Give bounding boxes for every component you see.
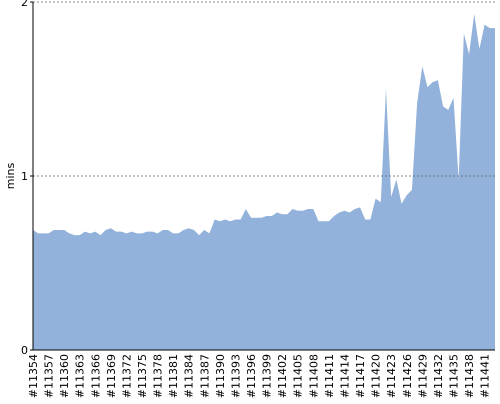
x-tick-label: #11378 xyxy=(152,354,165,398)
x-tick-label: #11375 xyxy=(136,354,149,398)
x-tick-label: #11372 xyxy=(120,354,133,398)
x-tick-label: #11393 xyxy=(229,354,242,398)
x-tick-label: #11396 xyxy=(245,354,258,398)
x-tick-label: #11363 xyxy=(74,354,87,398)
x-tick-label: #11426 xyxy=(401,354,414,398)
x-tick-label: #11357 xyxy=(43,354,56,398)
x-tick-label: #11390 xyxy=(214,354,227,398)
x-tick-label: #11432 xyxy=(432,354,445,398)
y-tick-label: 2 xyxy=(21,0,28,9)
x-tick-label: #11399 xyxy=(261,354,274,398)
x-tick-label: #11411 xyxy=(323,354,336,398)
x-tick-label: #11423 xyxy=(385,354,398,398)
x-tick-label: #11360 xyxy=(58,354,71,398)
x-tick-label: #11435 xyxy=(447,354,460,398)
x-tick-label: #11417 xyxy=(354,354,367,398)
area xyxy=(33,14,495,351)
x-tick-label: #11366 xyxy=(89,354,102,398)
x-tick-label: #11408 xyxy=(307,354,320,398)
x-tick-label: #11402 xyxy=(276,354,289,398)
x-tick-label: #11384 xyxy=(183,354,196,398)
y-axis-label: mins xyxy=(4,162,17,189)
x-tick-label: #11381 xyxy=(167,354,180,398)
x-tick-label: #11405 xyxy=(292,354,305,398)
x-tick-label: #11387 xyxy=(198,354,211,398)
x-tick-label: #11429 xyxy=(416,354,429,398)
x-tick-label: #11369 xyxy=(105,354,118,398)
x-tick-label: #11441 xyxy=(479,354,492,398)
x-tick-label: #11420 xyxy=(370,354,383,398)
y-tick-label: 0 xyxy=(21,344,28,357)
y-tick-label: 1 xyxy=(21,170,28,183)
x-tick-label: #11354 xyxy=(27,354,40,398)
x-tick-label: #11414 xyxy=(338,354,351,398)
x-tick-label: #11438 xyxy=(463,354,476,398)
